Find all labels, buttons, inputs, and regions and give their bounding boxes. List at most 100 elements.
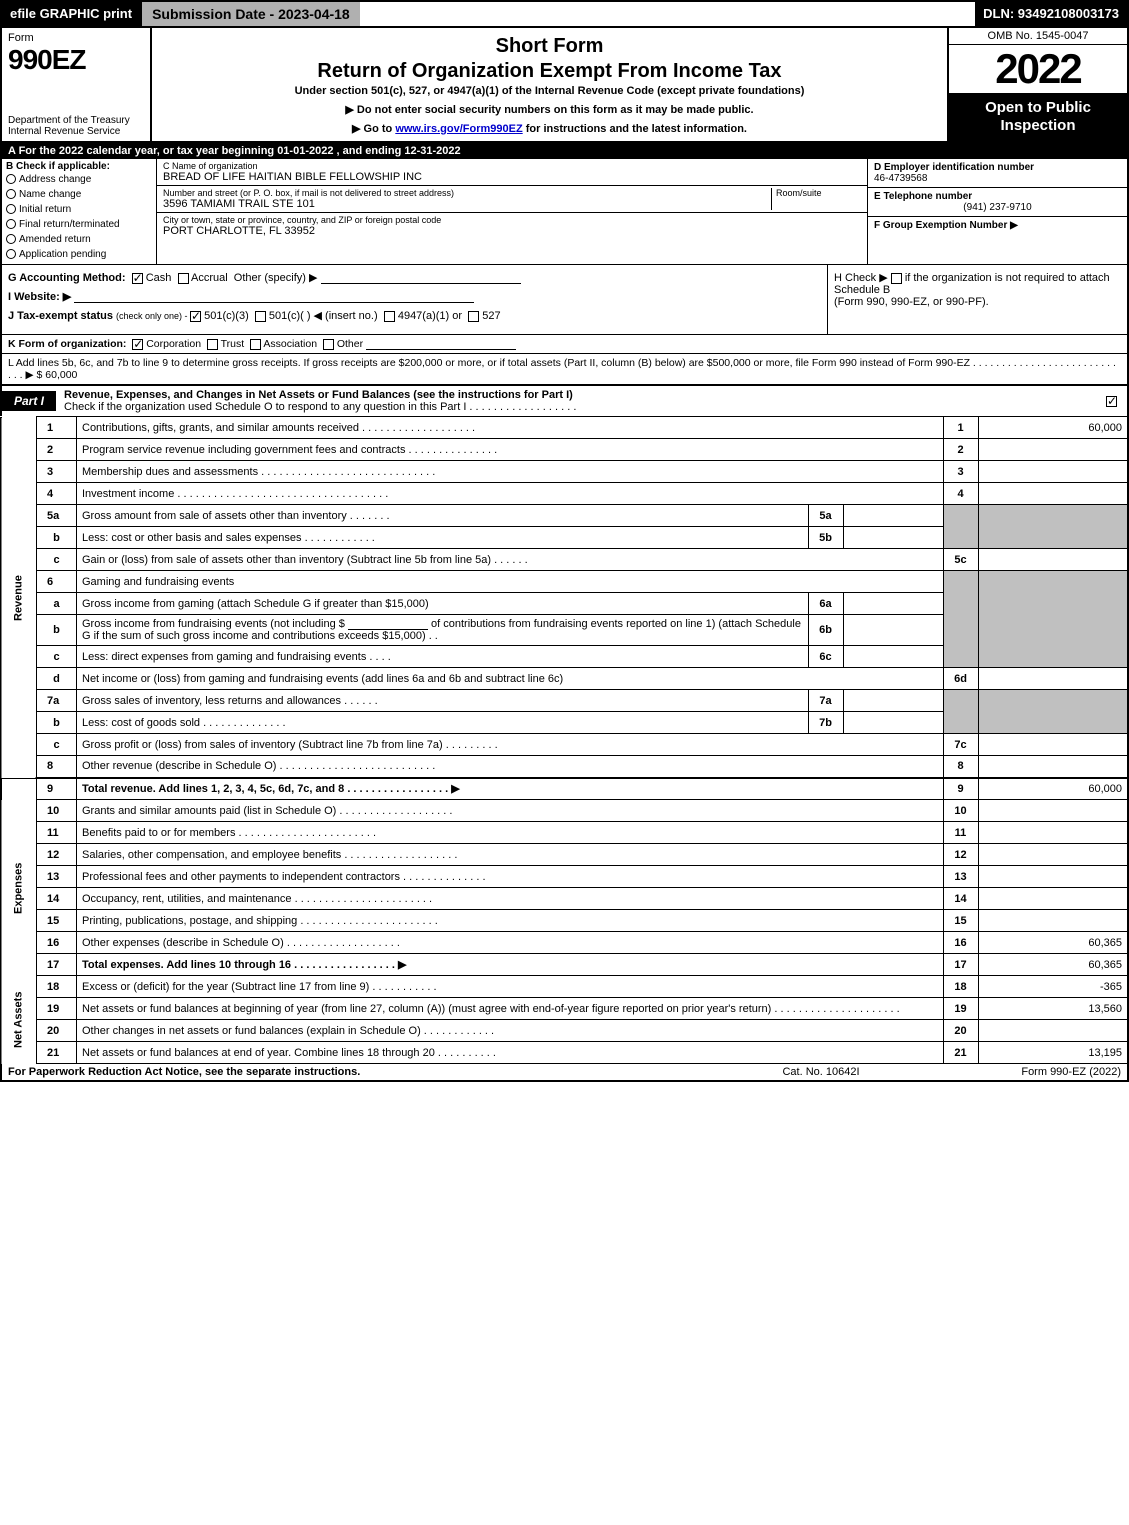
department-label: Department of the Treasury Internal Reve…	[8, 115, 144, 137]
table-row: 13Professional fees and other payments t…	[1, 866, 1128, 888]
tax-exempt-label: J Tax-exempt status	[8, 310, 113, 322]
h-suffix: (Form 990, 990-EZ, or 990-PF).	[834, 296, 989, 308]
section-b-checkboxes: B Check if applicable: Address change Na…	[2, 159, 157, 264]
table-row: 16Other expenses (describe in Schedule O…	[1, 932, 1128, 954]
paperwork-reduction-notice: For Paperwork Reduction Act Notice, see …	[8, 1066, 721, 1078]
city-label: City or town, state or province, country…	[163, 215, 861, 225]
check-accrual[interactable]	[178, 273, 189, 284]
return-title: Return of Organization Exempt From Incom…	[162, 60, 937, 83]
table-row: 20Other changes in net assets or fund ba…	[1, 1020, 1128, 1042]
form-number: 990EZ	[8, 44, 144, 76]
tax-exempt-status-line: J Tax-exempt status (check only one) - 5…	[8, 309, 821, 322]
h-prefix: H Check ▶	[834, 272, 891, 284]
check-name-change[interactable]: Name change	[6, 187, 152, 202]
table-row: 14Occupancy, rent, utilities, and mainte…	[1, 888, 1128, 910]
form-id-block: Form 990EZ Department of the Treasury In…	[2, 28, 152, 141]
accounting-method-label: G Accounting Method:	[8, 272, 126, 284]
form-of-org-label: K Form of organization:	[8, 338, 126, 350]
check-association[interactable]	[250, 339, 261, 350]
expenses-vlabel: Expenses	[1, 800, 37, 976]
short-form-title: Short Form	[162, 35, 937, 58]
ein-value: 46-4739568	[874, 173, 1121, 184]
table-row: 3Membership dues and assessments . . . .…	[1, 461, 1128, 483]
section-ghi: G Accounting Method: Cash Accrual Other …	[0, 264, 1129, 334]
table-row: 12Salaries, other compensation, and empl…	[1, 844, 1128, 866]
form-title-block: Short Form Return of Organization Exempt…	[152, 28, 947, 141]
part1-schedule-o-check[interactable]	[1106, 395, 1127, 407]
cat-number: Cat. No. 10642I	[721, 1066, 921, 1078]
telephone-label: E Telephone number	[874, 191, 1121, 202]
spacer	[360, 2, 975, 26]
check-address-change[interactable]: Address change	[6, 172, 152, 187]
check-501c3[interactable]	[190, 311, 201, 322]
line-a-tax-year: A For the 2022 calendar year, or tax yea…	[0, 143, 1129, 159]
part1-header: Part I Revenue, Expenses, and Changes in…	[0, 386, 1129, 416]
room-label: Room/suite	[776, 188, 861, 198]
ein-label: D Employer identification number	[874, 162, 1121, 173]
check-amended-return[interactable]: Amended return	[6, 232, 152, 247]
efile-graphic-print-label[interactable]: efile GRAPHIC print	[2, 2, 140, 26]
form-of-org-line: K Form of organization: Corporation Trus…	[2, 335, 1127, 354]
street-label: Number and street (or P. O. box, if mail…	[163, 188, 771, 198]
netassets-vlabel: Net Assets	[1, 976, 37, 1064]
section-c-address: C Name of organization BREAD OF LIFE HAI…	[157, 159, 867, 264]
form-header: Form 990EZ Department of the Treasury In…	[0, 26, 1129, 143]
part1-subtitle: Check if the organization used Schedule …	[64, 401, 576, 413]
table-row: 21Net assets or fund balances at end of …	[1, 1042, 1128, 1064]
street-value: 3596 TAMIAMI TRAIL STE 101	[163, 198, 771, 210]
other-org-field[interactable]	[366, 338, 516, 350]
check-527[interactable]	[468, 311, 479, 322]
org-street-row: Number and street (or P. O. box, if mail…	[157, 186, 867, 213]
table-row: cGross profit or (loss) from sales of in…	[1, 734, 1128, 756]
tax-year: 2022	[949, 45, 1127, 93]
goto-suffix: for instructions and the latest informat…	[523, 123, 747, 135]
table-row: 2Program service revenue including gover…	[1, 439, 1128, 461]
goto-link[interactable]: www.irs.gov/Form990EZ	[395, 123, 522, 135]
table-row: Expenses 10Grants and similar amounts pa…	[1, 800, 1128, 822]
table-row: 8Other revenue (describe in Schedule O) …	[1, 756, 1128, 778]
check-4947[interactable]	[384, 311, 395, 322]
check-trust[interactable]	[207, 339, 218, 350]
check-initial-return[interactable]: Initial return	[6, 202, 152, 217]
check-corporation[interactable]	[132, 339, 143, 350]
website-label: I Website: ▶	[8, 291, 71, 303]
top-bar: efile GRAPHIC print Submission Date - 20…	[0, 0, 1129, 26]
form-id-footer: Form 990-EZ (2022)	[921, 1066, 1121, 1078]
website-field[interactable]	[74, 291, 474, 303]
group-exemption-row: F Group Exemption Number ▶	[868, 217, 1127, 234]
telephone-value: (941) 237-9710	[874, 202, 1121, 213]
org-info-grid: B Check if applicable: Address change Na…	[0, 159, 1129, 264]
table-row: Net Assets 18Excess or (deficit) for the…	[1, 976, 1128, 998]
ssn-note: ▶ Do not enter social security numbers o…	[162, 103, 937, 116]
table-row: 11Benefits paid to or for members . . . …	[1, 822, 1128, 844]
table-row: 5aGross amount from sale of assets other…	[1, 505, 1128, 527]
table-row: cGain or (loss) from sale of assets othe…	[1, 549, 1128, 571]
org-name-row: C Name of organization BREAD OF LIFE HAI…	[157, 159, 867, 186]
dept-line2: Internal Revenue Service	[8, 126, 120, 137]
table-row: 6Gaming and fundraising events	[1, 571, 1128, 593]
revenue-vlabel: Revenue	[1, 417, 37, 778]
goto-line: ▶ Go to www.irs.gov/Form990EZ for instru…	[162, 122, 937, 135]
dln-label: DLN: 93492108003173	[975, 2, 1127, 26]
org-city-row: City or town, state or province, country…	[157, 213, 867, 239]
part1-title: Revenue, Expenses, and Changes in Net As…	[56, 386, 1106, 416]
gross-receipts-line: L Add lines 5b, 6c, and 7b to line 9 to …	[2, 354, 1127, 384]
form-right-block: OMB No. 1545-0047 2022 Open to Public In…	[947, 28, 1127, 141]
page-footer: For Paperwork Reduction Act Notice, see …	[0, 1064, 1129, 1082]
check-cash[interactable]	[132, 273, 143, 284]
check-application-pending[interactable]: Application pending	[6, 247, 152, 262]
check-final-return[interactable]: Final return/terminated	[6, 217, 152, 232]
submission-date-label: Submission Date - 2023-04-18	[140, 2, 360, 26]
part1-tab: Part I	[2, 391, 56, 411]
check-other-org[interactable]	[323, 339, 334, 350]
check-schedule-b-not-required[interactable]	[891, 273, 902, 284]
form-word: Form	[8, 32, 144, 44]
org-name-label: C Name of organization	[163, 161, 861, 171]
website-line: I Website: ▶	[8, 290, 821, 303]
check-501c[interactable]	[255, 311, 266, 322]
table-row: Revenue 1Contributions, gifts, grants, a…	[1, 417, 1128, 439]
group-exemption-label: F Group Exemption Number ▶	[874, 220, 1018, 231]
part1-table: Revenue 1Contributions, gifts, grants, a…	[0, 416, 1129, 1064]
table-row: 4Investment income . . . . . . . . . . .…	[1, 483, 1128, 505]
other-method-field[interactable]	[321, 272, 521, 284]
